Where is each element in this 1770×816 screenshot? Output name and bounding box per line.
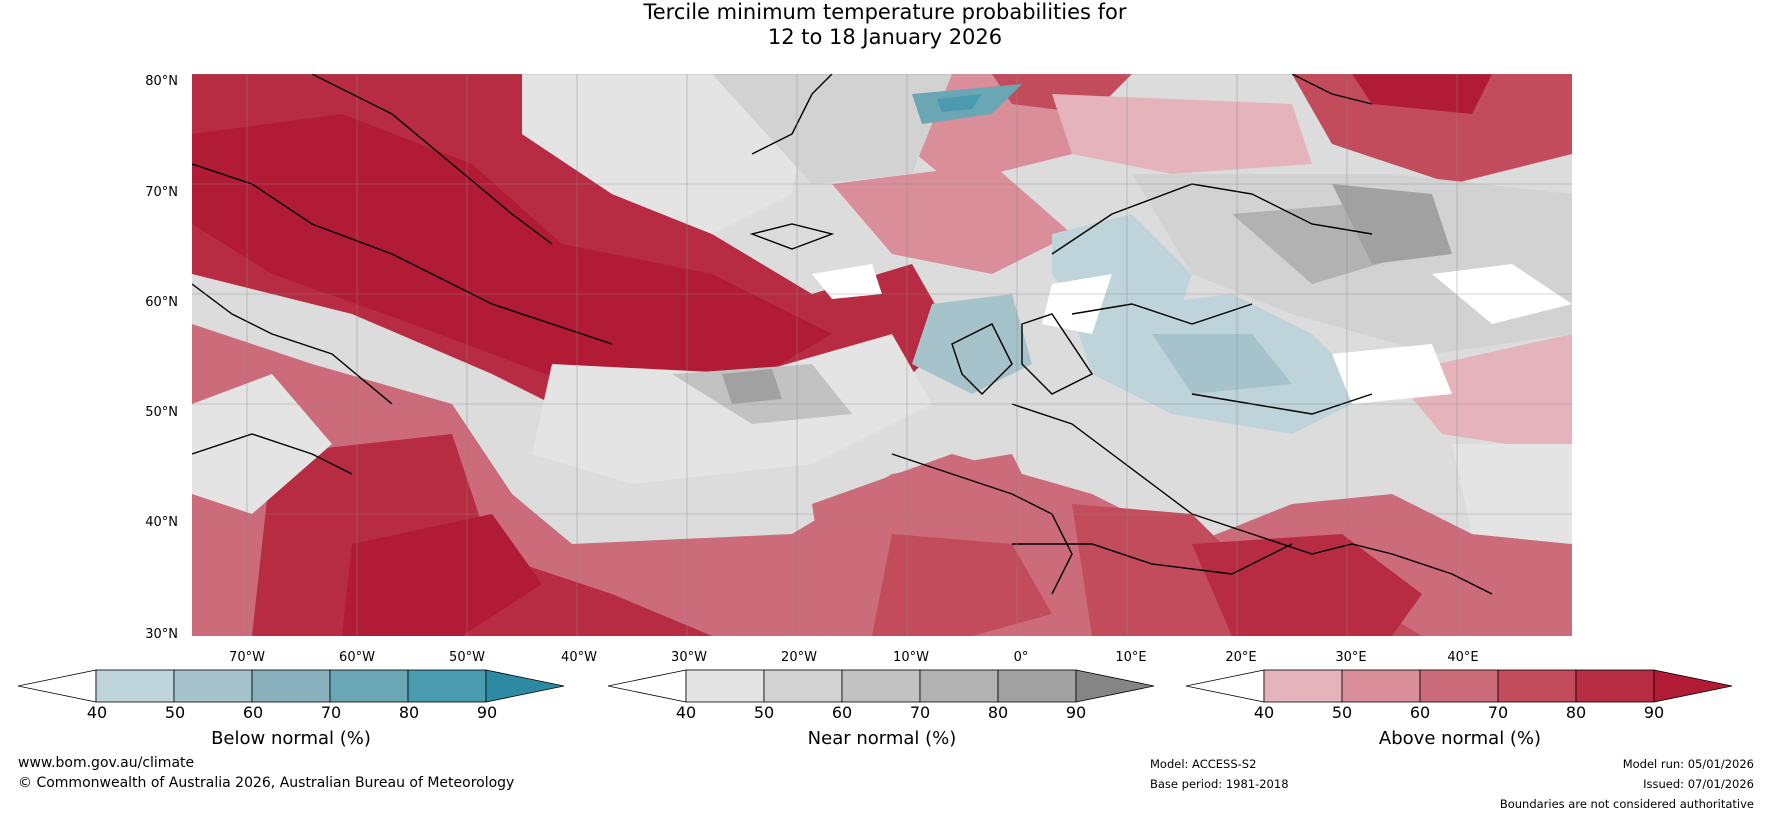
above-normal-label: Above normal (%) (1378, 728, 1542, 749)
base-period-text: Base period: 1981-2018 (1150, 777, 1289, 791)
below-tick-60: 60 (242, 703, 264, 722)
lat-label-70n: 70°N (145, 185, 178, 200)
lat-label-50n: 50°N (145, 405, 178, 420)
colorbar-extension-high (1653, 669, 1733, 703)
above-tick-40: 40 (1253, 703, 1275, 722)
near-normal-regions (192, 74, 1572, 544)
issued-text: Issued: 07/01/2026 (1643, 777, 1754, 791)
colorbar-segment (329, 669, 409, 703)
above-tick-80: 80 (1565, 703, 1587, 722)
lon-label-20w: 20°W (781, 650, 817, 665)
title-line-1: Tercile minimum temperature probabilitie… (643, 0, 1127, 24)
model-run-text: Model run: 05/01/2026 (1622, 757, 1754, 771)
near-tick-60: 60 (831, 703, 853, 722)
below-tick-80: 80 (398, 703, 420, 722)
near-tick-40: 40 (675, 703, 697, 722)
near-normal-label: Near normal (%) (807, 728, 957, 749)
near-tick-70: 70 (909, 703, 931, 722)
lon-label-30e: 30°E (1335, 650, 1367, 665)
colorbar-extension-high (485, 669, 565, 703)
colorbar-near (608, 669, 1155, 703)
above-tick-60: 60 (1409, 703, 1431, 722)
near-tick-90: 90 (1065, 703, 1087, 722)
lon-label-20e: 20°E (1225, 650, 1257, 665)
probability-map (192, 74, 1572, 636)
lon-label-40e: 40°E (1447, 650, 1479, 665)
above-tick-50: 50 (1331, 703, 1353, 722)
lat-label-80n: 80°N (145, 74, 178, 89)
low-confidence-regions (812, 264, 1572, 404)
lon-label-70w: 70°W (229, 650, 265, 665)
colorbar-extension-low (18, 669, 97, 703)
below-normal-label: Below normal (%) (211, 728, 371, 749)
lon-label-50w: 50°W (449, 650, 485, 665)
below-tick-70: 70 (320, 703, 342, 722)
model-text: Model: ACCESS-S2 (1150, 757, 1257, 771)
colorbar-segment (1575, 669, 1655, 703)
lon-label-10w: 10°W (893, 650, 929, 665)
colorbar-segment (251, 669, 331, 703)
colorbar-below (18, 669, 565, 703)
colorbar-segment (763, 669, 843, 703)
website-link[interactable]: www.bom.gov.au/climate (18, 755, 195, 771)
below-tick-40: 40 (86, 703, 108, 722)
colorbar-segment (1419, 669, 1499, 703)
map-title: Tercile minimum temperature probabilitie… (0, 0, 1770, 50)
above-normal-regions (192, 74, 1572, 636)
colorbar-segment (1263, 669, 1343, 703)
above-tick-90: 90 (1643, 703, 1665, 722)
colorbar-extension-low (608, 669, 687, 703)
lat-label-40n: 40°N (145, 515, 178, 530)
coastlines (192, 74, 1493, 595)
colorbar-extension-low (1186, 669, 1265, 703)
lat-label-60n: 60°N (145, 295, 178, 310)
colorbar-segment (919, 669, 999, 703)
near-tick-50: 50 (753, 703, 775, 722)
above-tick-70: 70 (1487, 703, 1509, 722)
colorbar-above (1186, 669, 1733, 703)
near-tick-80: 80 (987, 703, 1009, 722)
lon-label-0: 0° (1013, 650, 1029, 665)
colorbar-segment (1497, 669, 1577, 703)
colorbar-segment (997, 669, 1077, 703)
colorbar-segment (407, 669, 487, 703)
lon-label-30w: 30°W (671, 650, 707, 665)
lat-label-30n: 30°N (145, 627, 178, 642)
colorbar-extension-high (1075, 669, 1155, 703)
below-tick-50: 50 (164, 703, 186, 722)
colorbar-segment (173, 669, 253, 703)
copyright-text: © Commonwealth of Australia 2026, Austra… (18, 775, 515, 791)
lon-label-60w: 60°W (339, 650, 375, 665)
title-line-2: 12 to 18 January 2026 (767, 25, 1003, 49)
colorbar-segment (1341, 669, 1421, 703)
colorbar-segment (841, 669, 921, 703)
colorbar-segment (95, 669, 175, 703)
lon-label-40w: 40°W (561, 650, 597, 665)
colorbar-segment (685, 669, 765, 703)
graticule (192, 74, 1572, 636)
map-canvas (192, 74, 1572, 636)
lon-label-10e: 10°E (1115, 650, 1147, 665)
disclaimer-text: Boundaries are not considered authoritat… (1499, 797, 1754, 811)
below-tick-90: 90 (476, 703, 498, 722)
